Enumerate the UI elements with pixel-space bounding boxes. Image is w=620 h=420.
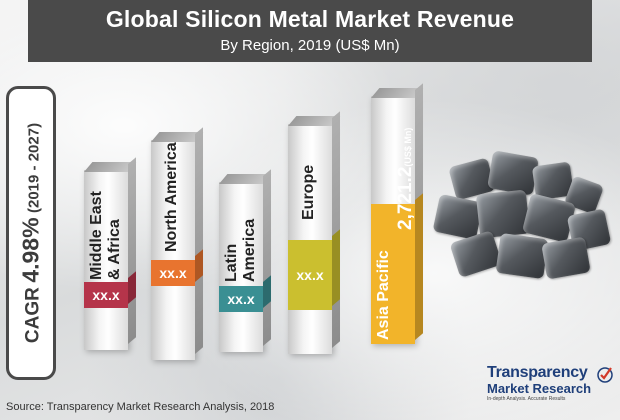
bar-north-america: xx.x North America (151, 127, 204, 360)
band-europe: xx.x (288, 229, 340, 310)
category-label-asia-pacific: Asia Pacific (375, 250, 392, 340)
bar-latin-america: xx.x Latin America (219, 169, 272, 352)
band-asia-pacific (371, 193, 423, 344)
bar-middle-east-africa: xx.x Middle East & Africa (84, 157, 137, 350)
band-latin-america: xx.x (219, 275, 271, 312)
band-north-america: xx.x (151, 249, 203, 286)
value-label-latin-america: xx.x (227, 291, 255, 307)
chart-subtitle: By Region, 2019 (US$ Mn) (220, 37, 400, 54)
bar-asia-pacific: Asia Pacific 2,721.2(US$ Mn) (371, 83, 424, 344)
band-middle-east-africa: xx.x (84, 271, 136, 308)
unit-label: (US$ Mn) (403, 127, 413, 167)
checkmark-icon (597, 367, 613, 383)
value-label-north-america: xx.x (159, 265, 187, 281)
cagr-box: CAGR 4.98% (2019 - 2027) (6, 86, 56, 380)
tmr-logo: Transparency Market Research In-depth An… (487, 364, 615, 414)
source-note: Source: Transparency Market Research Ana… (6, 401, 275, 413)
logo-line2: Market Research (487, 381, 592, 396)
logo-line1: Transparency (487, 364, 588, 381)
cagr-label: CAGR (22, 287, 44, 344)
category-label-north-america: North America (163, 142, 180, 252)
category-label-middle-east-africa: Middle East & Africa (88, 191, 123, 280)
category-label-europe: Europe (300, 164, 317, 220)
cagr-text: CAGR 4.98% (2019 - 2027) (18, 123, 45, 343)
value-label-asia-pacific: 2,721.2(US$ Mn) (395, 127, 416, 230)
bar-europe: xx.x Europe (288, 111, 341, 354)
chart-title: Global Silicon Metal Market Revenue (105, 6, 515, 32)
value-label-middle-east-africa: xx.x (92, 287, 120, 303)
cagr-period: (2019 - 2027) (25, 122, 43, 213)
category-label-latin-america: Latin America (223, 218, 258, 282)
chart-header: Global Silicon Metal Market Revenue By R… (28, 0, 592, 62)
silicon-metal-rocks-image (432, 150, 614, 285)
logo-tagline: In-depth Analysis. Accurate Results (487, 396, 566, 402)
cagr-value: 4.98% (17, 217, 44, 283)
value-label-europe: xx.x (296, 267, 324, 283)
